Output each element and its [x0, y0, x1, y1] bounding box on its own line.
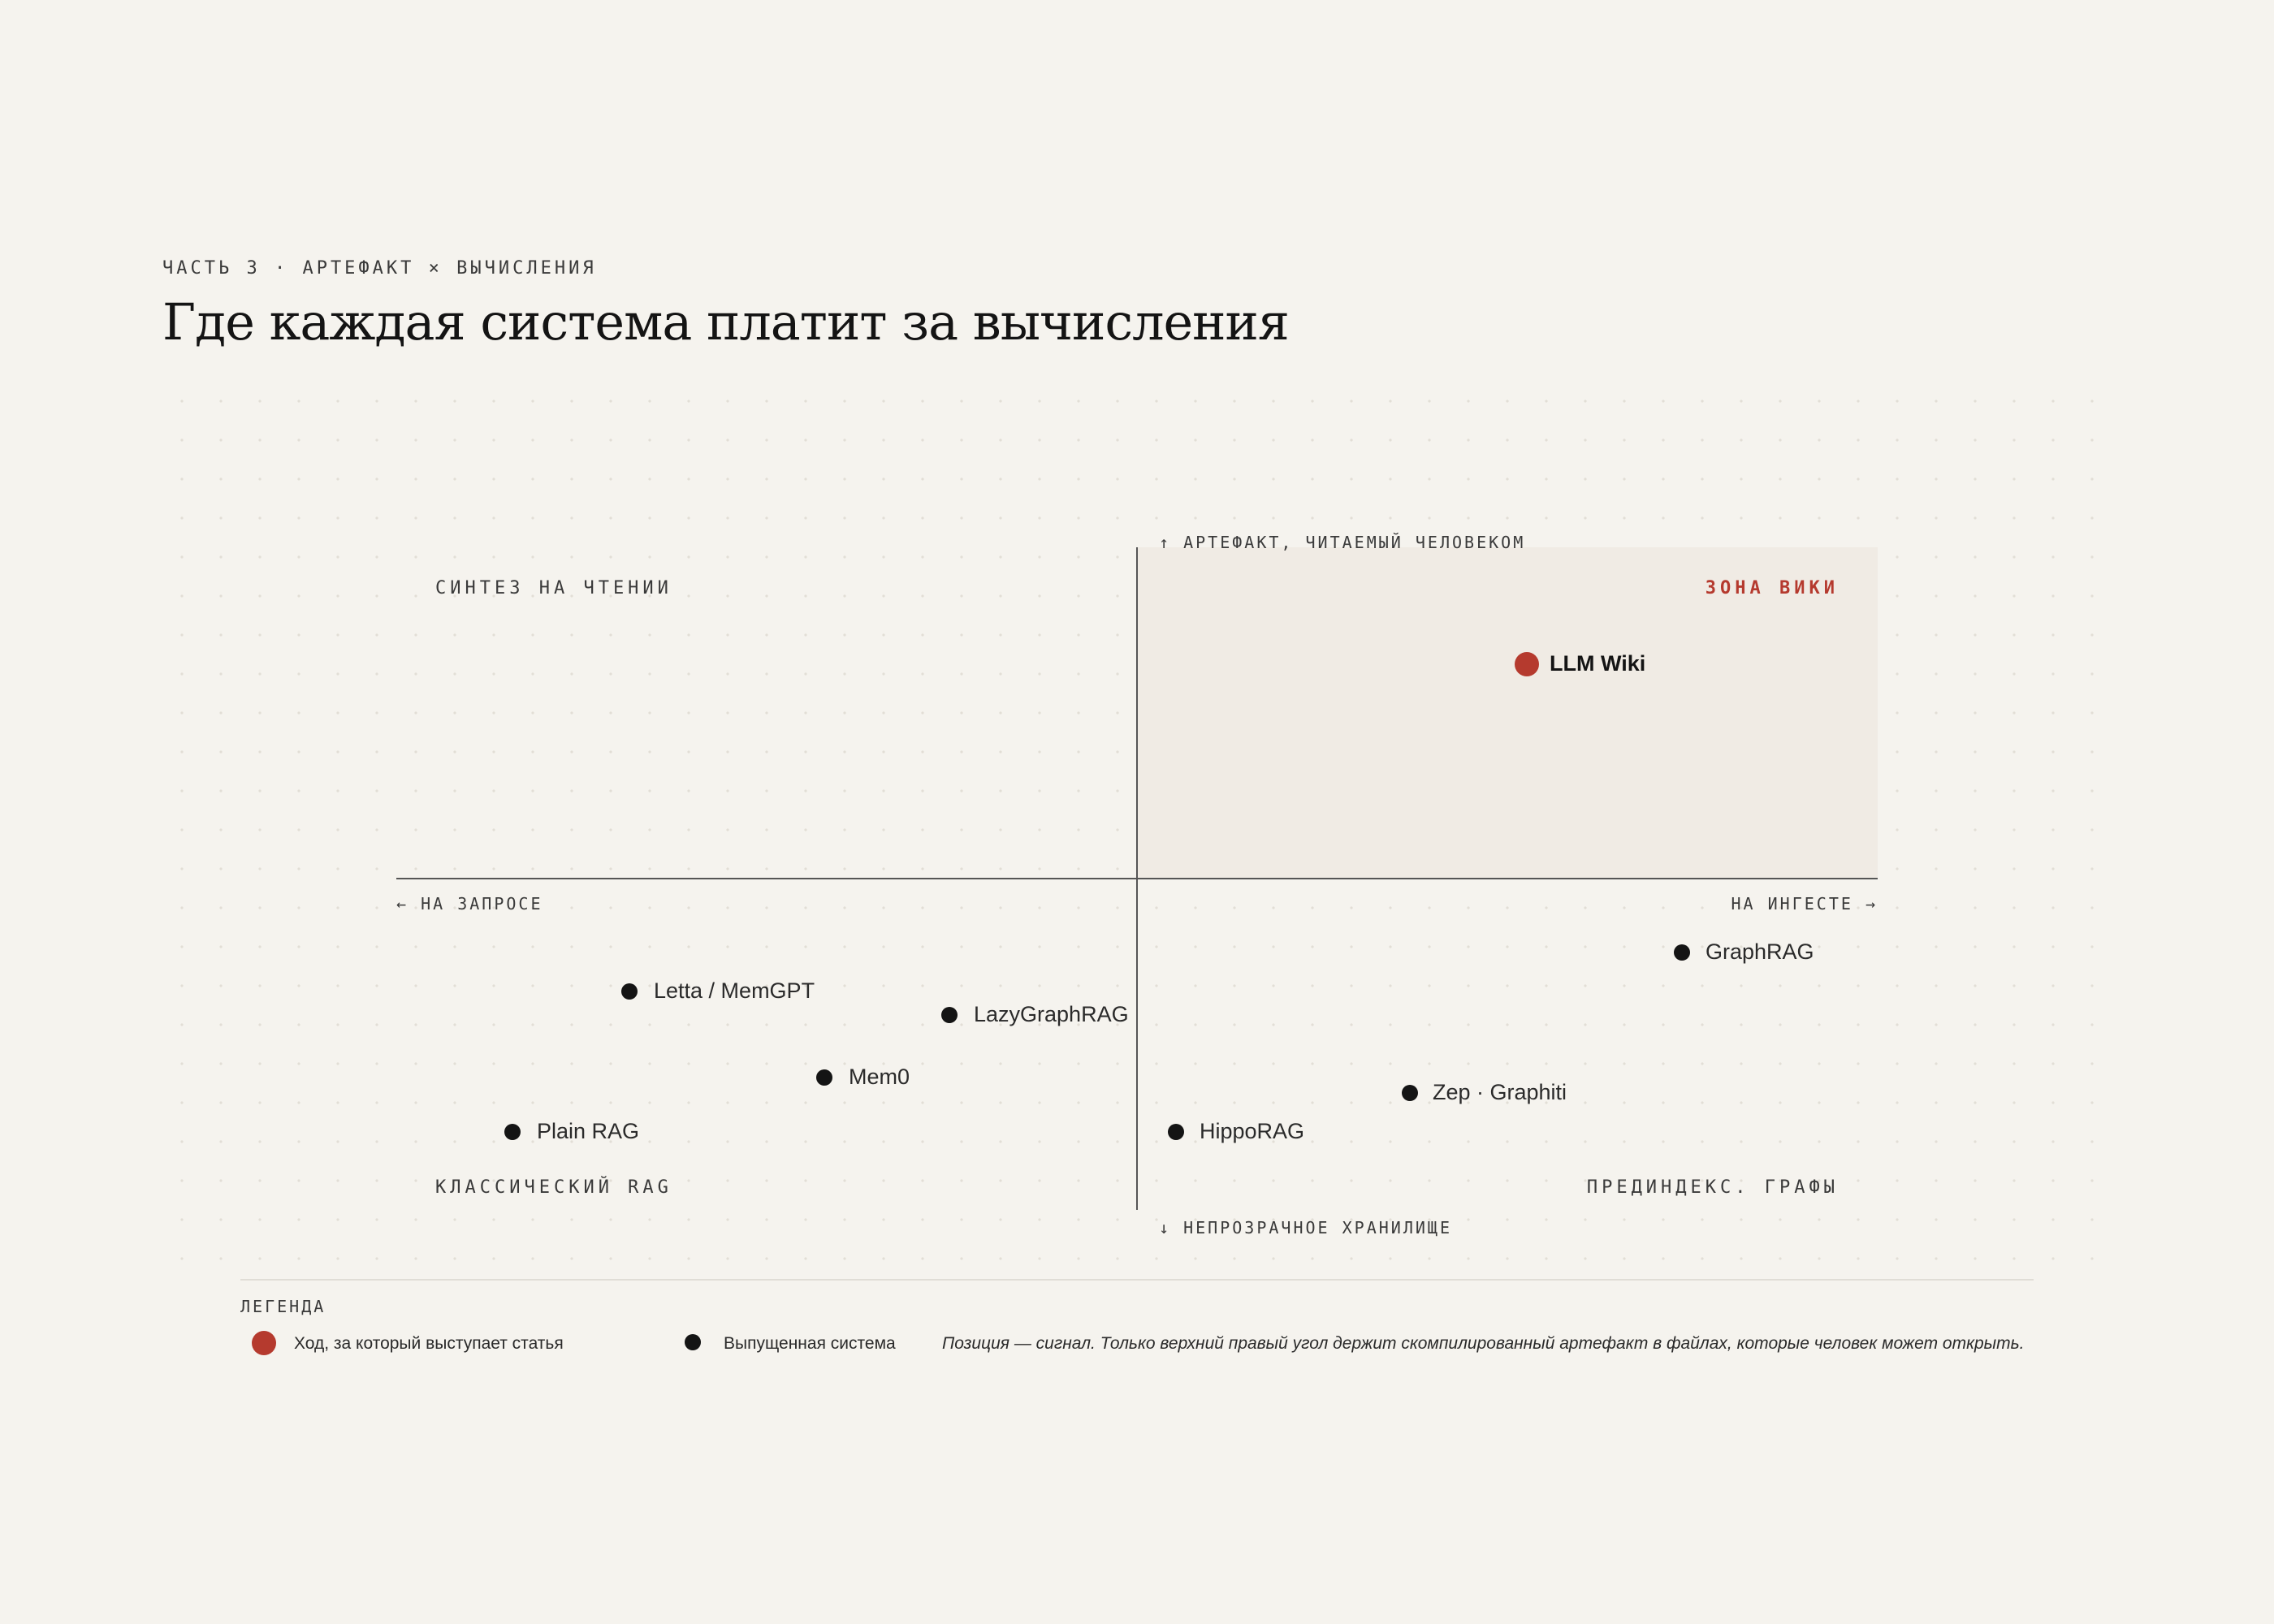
point-label-lazygraphrag: LazyGraphRAG: [974, 1002, 1129, 1026]
axis-label-left: ← НА ЗАПРОСЕ: [396, 894, 543, 914]
point-marker-llm-wiki: [1515, 652, 1539, 676]
quadrant-label-top-right: ЗОНА ВИКИ: [1705, 578, 1839, 598]
point-marker-mem0: [816, 1069, 832, 1086]
legend-divider: [240, 1279, 2034, 1281]
point-label-hipporag: HippoRAG: [1200, 1119, 1305, 1143]
legend-shipped-dot: [685, 1334, 701, 1350]
eyebrow: ЧАСТЬ 3 · АРТЕФАКТ × ВЫЧИСЛЕНИЯ: [162, 258, 597, 279]
point-label-mem0: Mem0: [849, 1065, 910, 1089]
axis-label-bottom: ↓ НЕПРОЗРАЧНОЕ ХРАНИЛИЩЕ: [1159, 1218, 1452, 1237]
legend-note: Позиция — сигнал. Только верхний правый …: [942, 1334, 2025, 1353]
point-marker-letta-memgpt: [621, 983, 638, 1000]
page-title: Где каждая система платит за вычисления: [162, 292, 1290, 352]
point-label-llm-wiki: LLM Wiki: [1550, 651, 1646, 676]
legend-proposed-label: Ход, за который выступает статья: [294, 1334, 564, 1353]
quadrant-label-bottom-right: ПРЕДИНДЕКС. ГРАФЫ: [1586, 1177, 1839, 1198]
quadrant-label-top-left: СИНТЕЗ НА ЧТЕНИИ: [435, 578, 672, 598]
point-marker-plain-rag: [504, 1124, 521, 1140]
axis-label-top: ↑ АРТЕФАКТ, ЧИТАЕМЫЙ ЧЕЛОВЕКОМ: [1159, 533, 1526, 552]
point-label-letta-memgpt: Letta / MemGPT: [654, 978, 815, 1003]
legend-title: ЛЕГЕНДА: [240, 1297, 326, 1316]
point-label-graphrag: GraphRAG: [1706, 939, 1814, 964]
axis-label-right: НА ИНГЕСТЕ →: [1731, 894, 1878, 914]
vertical-axis: [1136, 547, 1138, 1210]
wiki-zone-highlight: [1137, 547, 1878, 879]
point-label-plain-rag: Plain RAG: [537, 1119, 640, 1143]
point-marker-graphrag: [1674, 944, 1690, 961]
point-marker-hipporag: [1168, 1124, 1184, 1140]
point-marker-zep-graphiti: [1402, 1085, 1418, 1101]
point-label-zep-graphiti: Zep · Graphiti: [1433, 1080, 1567, 1104]
point-marker-lazygraphrag: [941, 1007, 958, 1023]
legend-shipped-label: Выпущенная система: [724, 1334, 896, 1353]
quadrant-label-bottom-left: КЛАССИЧЕСКИЙ RAG: [435, 1177, 672, 1198]
legend-proposed-dot: [252, 1331, 276, 1355]
